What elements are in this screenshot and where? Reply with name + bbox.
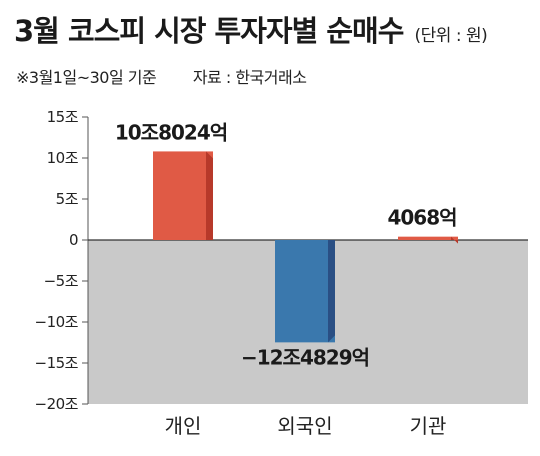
chart-subheader: ※3월1일~30일 기준 자료 : 한국거래소 (16, 64, 307, 88)
y-tick-label: 10조 (47, 149, 79, 167)
data-label: 4068억 (387, 206, 456, 230)
period-note: ※3월1일~30일 기준 (16, 68, 157, 87)
y-tick-label: 0 (69, 231, 78, 249)
bar-side (206, 151, 213, 240)
category-label: 기관 (410, 414, 447, 438)
y-tick-label: −20조 (35, 395, 79, 413)
bar (275, 240, 335, 343)
data-label: −12조4829억 (241, 345, 369, 369)
y-tick-label: 15조 (47, 108, 79, 126)
chart-title: 3월 코스피 시장 투자자별 순매수 (14, 14, 404, 48)
bar-side (451, 236, 458, 244)
source-note: 자료 : 한국거래소 (192, 68, 307, 87)
category-label: 외국인 (277, 414, 332, 438)
data-label: 10조8024억 (115, 120, 227, 144)
y-tick-label: −5조 (44, 272, 79, 290)
bar (398, 236, 458, 240)
category-label: 개인 (165, 414, 202, 438)
y-tick-label: −15조 (35, 354, 79, 372)
bar-side (328, 240, 335, 343)
unit-label: (단위 : 원) (414, 26, 488, 46)
bar (153, 151, 213, 240)
chart-header: 3월 코스피 시장 투자자별 순매수 (단위 : 원) (14, 8, 488, 50)
y-tick-label: −10조 (35, 313, 79, 331)
y-tick-label: 5조 (56, 190, 79, 208)
